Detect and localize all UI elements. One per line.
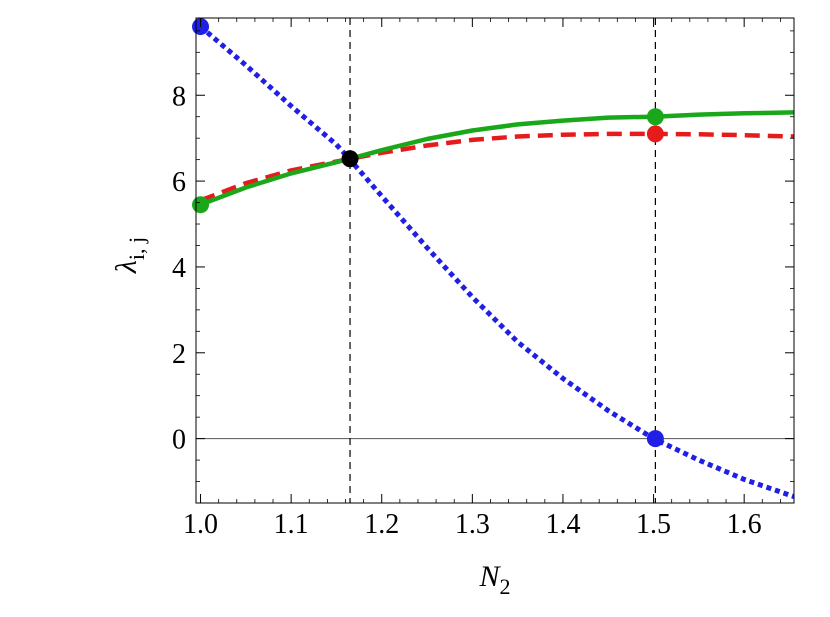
- data-point-marker-2: [341, 150, 359, 168]
- plot-frame: [195, 17, 795, 504]
- y-axis-label-subscript: i, j: [124, 237, 149, 260]
- x-tick-label: 1.1: [274, 509, 309, 540]
- data-point-marker-5: [646, 430, 664, 448]
- x-axis-label-subscript: 2: [500, 574, 511, 599]
- y-tick-label: 4: [172, 253, 186, 284]
- data-point-marker-1: [192, 196, 210, 214]
- y-axis-label-main: λ: [110, 260, 143, 274]
- x-tick-label: 1.6: [727, 509, 762, 540]
- y-tick-label: 8: [172, 81, 186, 112]
- x-tick-label: 1.2: [364, 509, 399, 540]
- series-line-dotted: [198, 24, 794, 499]
- x-tick-label: 1.4: [545, 509, 580, 540]
- x-tick-label: 1.0: [183, 509, 218, 540]
- series-line-dashed: [199, 131, 794, 203]
- series-group: [198, 24, 794, 499]
- y-tick-label: 2: [172, 339, 186, 370]
- x-tick-label: 1.3: [455, 509, 490, 540]
- ticks-group: 1.0 1.1 1.2 1.3 1.4 1.5 1.6 0 2 4 6 8: [172, 18, 794, 540]
- x-axis-label-main: N: [478, 560, 501, 593]
- y-tick-label: 0: [172, 425, 186, 456]
- y-axis-label: λi, j: [110, 237, 149, 274]
- x-tick-label: 1.5: [636, 509, 671, 540]
- data-point-marker-4: [646, 125, 664, 143]
- data-point-marker-3: [646, 108, 664, 126]
- y-tick-label: 6: [172, 167, 186, 198]
- reference-lines: [196, 18, 794, 503]
- x-axis-label: N2: [478, 560, 510, 599]
- series-line-solid: [199, 110, 794, 207]
